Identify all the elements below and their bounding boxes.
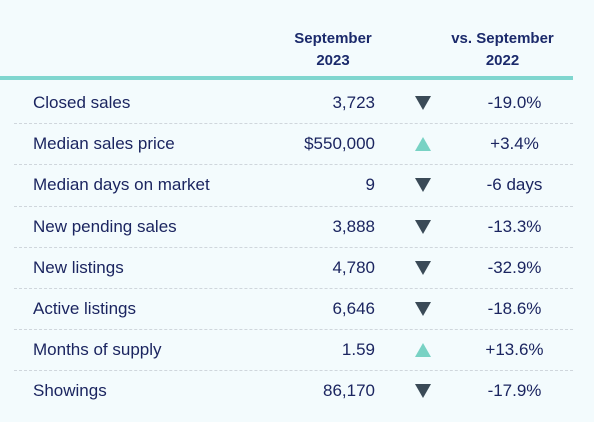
comparison-period-year: 2022: [485, 52, 520, 69]
triangle-down-icon: [415, 219, 431, 234]
metric-label: Closed sales: [33, 93, 131, 112]
metric-label: New listings: [33, 257, 124, 277]
metric-value: $550,000: [304, 134, 375, 154]
triangle-down-icon: [415, 178, 431, 193]
metric-label: Median sales price: [33, 134, 175, 154]
triangle-down-icon: [415, 260, 431, 275]
table-row: New listings 4,780 -32.9%: [14, 248, 573, 289]
metric-value: 3,723: [332, 93, 375, 112]
triangle-up-icon: [415, 343, 431, 358]
triangle-down-icon: [415, 384, 431, 399]
metric-change: -6 days: [486, 175, 543, 195]
metric-value: 1.59: [341, 340, 375, 360]
current-period-header: September 2023: [258, 28, 408, 72]
metric-change: -19.0%: [487, 93, 542, 112]
triangle-up-icon: [415, 137, 431, 152]
metric-change: -18.6%: [487, 298, 542, 318]
table-row: Active listings 6,646 -18.6%: [14, 289, 573, 331]
metric-change: -17.9%: [487, 381, 542, 401]
metric-value: 6,646: [332, 298, 375, 318]
table-row: Median days on market 9 -6 days: [14, 165, 573, 207]
table-row: Showings 86,170 -17.9%: [14, 371, 573, 411]
current-period-month: September: [294, 30, 372, 47]
metrics-table: Closed sales 3,723 -19.0% Median sales p…: [14, 83, 573, 412]
metric-label: New pending sales: [33, 216, 177, 236]
header-divider: [0, 76, 573, 80]
triangle-down-icon: [415, 301, 431, 316]
table-header: September 2023 vs. September 2022: [0, 0, 594, 78]
metric-value: 86,170: [323, 381, 375, 401]
metric-label: Active listings: [33, 298, 136, 318]
metric-label: Median days on market: [33, 175, 210, 195]
metric-value: 4,780: [332, 257, 375, 277]
table-row: Median sales price $550,000 +3.4%: [14, 124, 573, 166]
metric-value: 3,888: [332, 216, 375, 236]
metric-label: Showings: [33, 381, 107, 401]
table-row: Months of supply 1.59 +13.6%: [14, 330, 573, 372]
triangle-down-icon: [415, 96, 431, 110]
metric-change: -32.9%: [487, 257, 542, 277]
metric-change: +13.6%: [485, 340, 544, 360]
comparison-period-label: vs. September: [451, 30, 554, 47]
metric-change: -13.3%: [487, 216, 542, 236]
current-period-year: 2023: [316, 52, 350, 69]
table-row: New pending sales 3,888 -13.3%: [14, 207, 573, 248]
metric-label: Months of supply: [33, 340, 162, 360]
metric-change: +3.4%: [490, 134, 539, 154]
comparison-period-header: vs. September 2022: [435, 28, 570, 72]
table-row: Closed sales 3,723 -19.0%: [14, 83, 573, 125]
metric-value: 9: [365, 175, 375, 195]
